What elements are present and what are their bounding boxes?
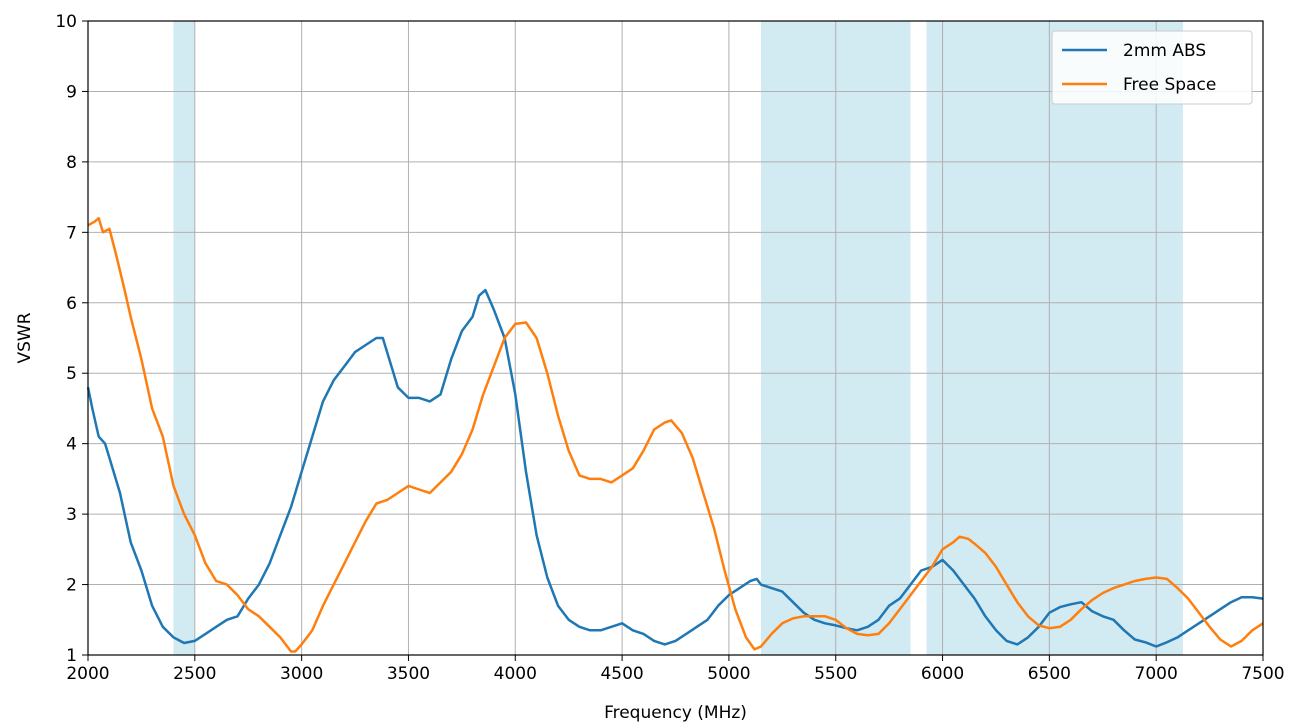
x-tick-labels: 2000 2500 3000 3500 4000 4500 5000 5500 6000 6500… — [66, 664, 1284, 684]
y-tick-labels: 1 2 3 4 5 6 7 8 9 10 — [55, 12, 77, 666]
xtick-label-9: 6500 — [1028, 664, 1071, 684]
series-lines — [86, 216, 1264, 653]
band-2 — [926, 21, 1183, 655]
ytick-label-3: 4 — [66, 435, 77, 455]
ytick-label-8: 9 — [66, 82, 77, 102]
ytick-label-6: 7 — [66, 223, 77, 243]
xtick-label-0: 2000 — [66, 664, 109, 684]
band-0 — [173, 21, 195, 655]
ytick-label-0: 1 — [66, 646, 77, 666]
legend-label-free-space: Free Space — [1123, 75, 1216, 95]
frequency-bands — [173, 21, 1183, 655]
ytick-label-5: 6 — [66, 294, 77, 314]
xtick-label-10: 7000 — [1135, 664, 1178, 684]
series-line-1 — [87, 216, 1264, 653]
ytick-label-2: 3 — [66, 505, 77, 525]
xtick-label-6: 5000 — [707, 664, 750, 684]
series-line-0 — [86, 288, 1264, 648]
xtick-label-5: 4500 — [600, 664, 643, 684]
xtick-label-8: 6000 — [921, 664, 964, 684]
xtick-label-11: 7500 — [1241, 664, 1284, 684]
plot-frame — [87, 20, 1264, 656]
ytick-label-4: 5 — [66, 364, 77, 384]
axis-ticks — [82, 20, 1264, 661]
xtick-label-2: 3000 — [280, 664, 323, 684]
xtick-label-1: 2500 — [173, 664, 216, 684]
ytick-label-7: 8 — [66, 153, 77, 173]
xtick-label-7: 5500 — [814, 664, 857, 684]
xtick-label-3: 3500 — [387, 664, 430, 684]
legend: 2mm ABS Free Space — [1051, 30, 1253, 105]
ytick-label-9: 10 — [55, 12, 77, 32]
y-axis-title: VSWR — [15, 312, 35, 363]
xtick-label-4: 4000 — [494, 664, 537, 684]
ytick-label-1: 2 — [66, 576, 77, 596]
legend-label-2mm-abs: 2mm ABS — [1123, 41, 1206, 61]
x-axis-title: Frequency (MHz) — [604, 703, 747, 723]
